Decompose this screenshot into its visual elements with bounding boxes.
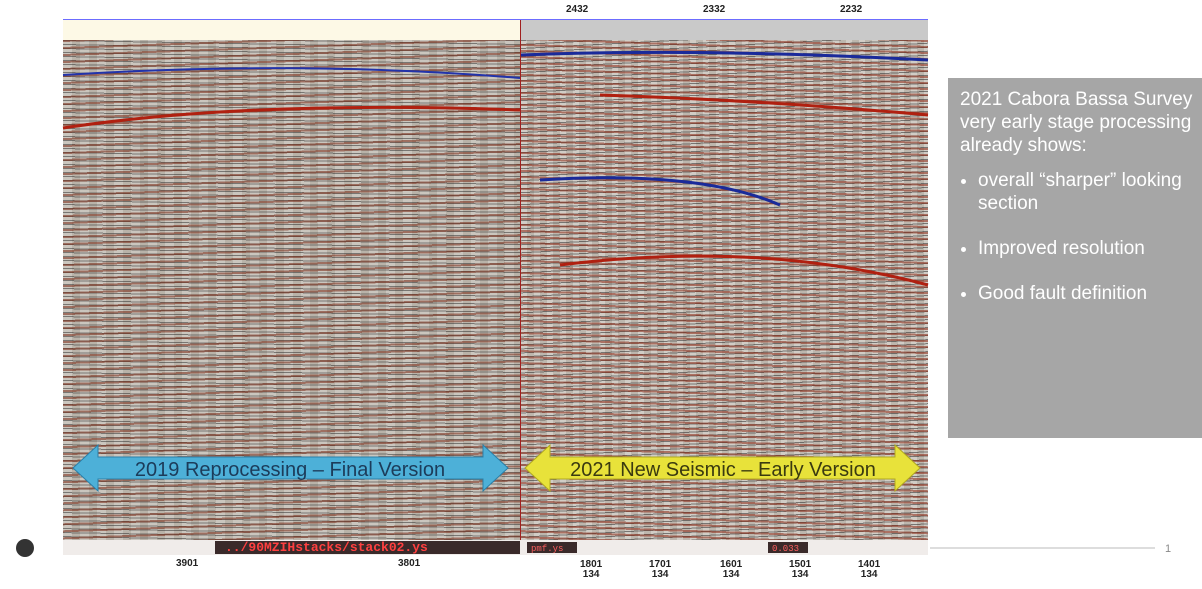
value-box: [768, 542, 808, 553]
trace-line: 134: [582, 569, 600, 580]
bullet: Improved resolution: [978, 237, 1194, 260]
trace-label: 3901: [176, 558, 199, 569]
trace-line: 1701: [649, 559, 672, 570]
trace-line: 134: [860, 569, 878, 580]
trace-label: 1701 134: [649, 560, 671, 580]
horizon: [62, 67, 521, 79]
trace-line: 1601: [720, 559, 743, 570]
top-tick: 2432: [566, 4, 589, 15]
horizon: [520, 50, 929, 62]
horizon: [539, 176, 781, 207]
bullet-list: overall “sharper” looking section Improve…: [960, 169, 1194, 305]
trace-line: 1401: [858, 559, 881, 570]
trace-label: 1601 134: [720, 560, 742, 580]
sidebar: 2021 Cabora Bassa Survey very early stag…: [948, 78, 1202, 438]
trace-line: 134: [791, 569, 809, 580]
bullet: Good fault definition: [978, 282, 1194, 305]
header-band: [63, 20, 520, 40]
sidebar-intro: 2021 Cabora Bassa Survey very early stag…: [960, 89, 1193, 156]
trace-line: 1801: [580, 559, 603, 570]
arrow-right: [524, 443, 921, 493]
trace-label: 1401 134: [858, 560, 880, 580]
file-box: [527, 542, 577, 553]
horizon: [599, 93, 929, 117]
arrow-label: 2021 New Seismic – Early Version: [570, 459, 876, 481]
horizon: [62, 105, 521, 130]
logo: [16, 539, 34, 557]
header-band: [521, 20, 928, 40]
path-box: [215, 541, 520, 554]
trace-line: 134: [651, 569, 669, 580]
trace-label: 3801: [398, 558, 421, 569]
top-tick: 2332: [703, 4, 726, 15]
arrow-left: [72, 443, 509, 493]
trace-label: 1501 134: [789, 560, 811, 580]
top-tick: 2232: [840, 4, 863, 15]
arrow-label: 2019 Reprocessing – Final Version: [135, 459, 445, 481]
file-text: pmf.ys: [531, 544, 563, 554]
bullet: overall “sharper” looking section: [978, 169, 1194, 215]
page-number: 1: [1165, 543, 1171, 555]
trace-line: 1501: [789, 559, 812, 570]
horizon: [559, 254, 929, 287]
path-text: ../90MZIHstacks/stack02.ys: [225, 540, 428, 555]
trace-label: 1801 134: [580, 560, 602, 580]
trace-line: 134: [722, 569, 740, 580]
value-text: 0.033: [772, 544, 799, 554]
top-border: [63, 19, 928, 20]
